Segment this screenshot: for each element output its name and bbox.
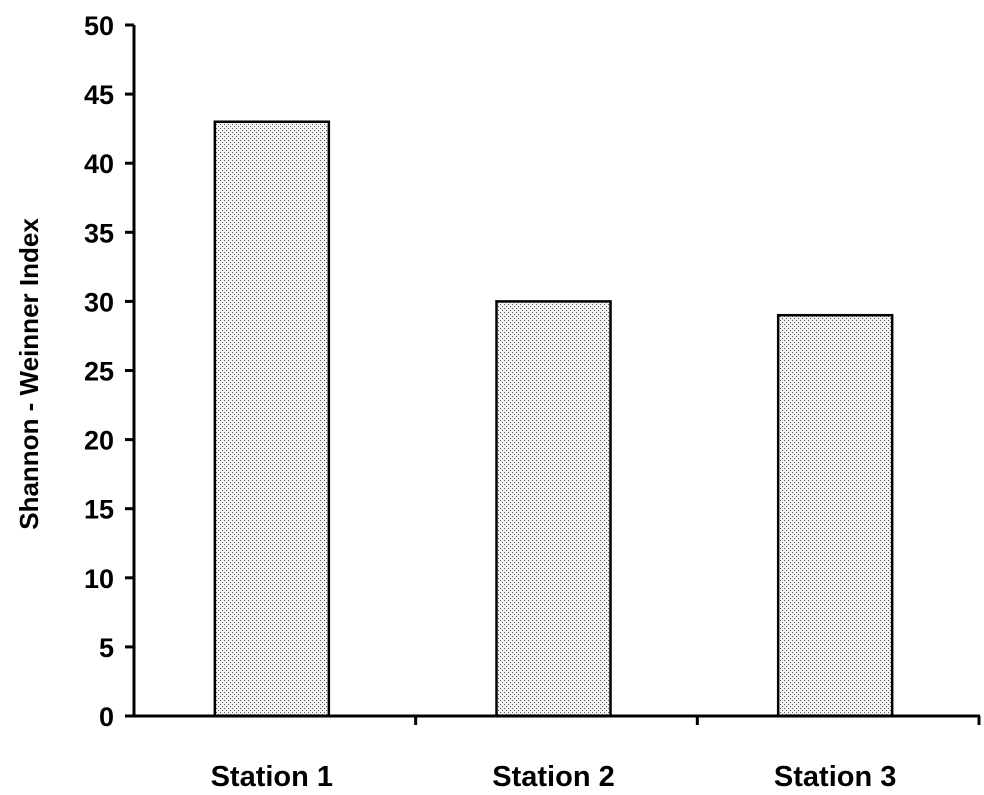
y-tick-label: 5 — [99, 633, 114, 663]
x-tick-label: Station 3 — [774, 761, 896, 790]
y-tick-label: 10 — [84, 564, 114, 594]
bar — [495, 300, 612, 718]
y-tick-label: 30 — [84, 287, 114, 317]
x-tick-label: Station 2 — [492, 761, 614, 790]
x-tick-label: Station 1 — [211, 761, 333, 790]
y-tick-label: 0 — [99, 702, 114, 732]
y-tick-label: 50 — [84, 11, 114, 41]
y-axis-title: Shannon - Weinner Index — [14, 218, 44, 530]
y-tick-label: 15 — [84, 495, 114, 525]
bar — [213, 120, 331, 718]
y-tick-label: 45 — [84, 80, 114, 110]
y-tick-label: 25 — [84, 357, 114, 387]
bars-layer — [213, 120, 894, 718]
bar — [776, 313, 894, 718]
y-tick-label: 35 — [84, 218, 114, 248]
axes-layer: 0 5 10 15 20 25 30 35 40 45 50 Station 1 Station 2 St… — [84, 11, 981, 793]
y-tick-label: 40 — [84, 149, 114, 179]
y-tick-label: 20 — [84, 426, 114, 456]
